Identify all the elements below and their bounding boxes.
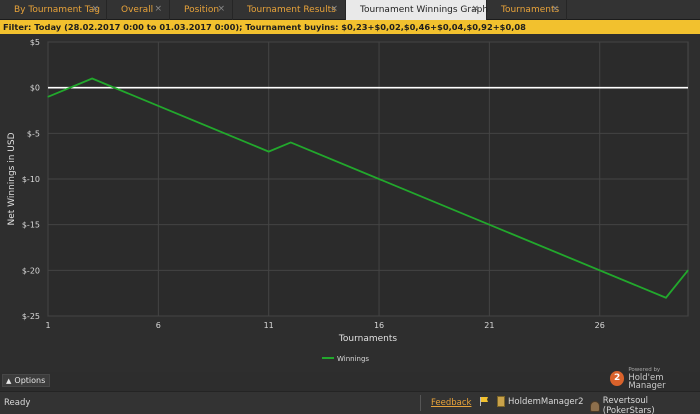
close-icon[interactable]: × [154,4,162,14]
tab-label: Tournament Results [247,5,336,15]
data-point [665,297,667,299]
database-icon [497,396,505,407]
tab-label: Tournament Winnings Graph [360,5,489,15]
close-icon[interactable]: × [91,4,99,14]
x-tick-label: 21 [484,321,494,330]
tab-label: By Tournament Tag [14,5,100,15]
player-avatar-icon [590,400,600,412]
x-axis-label: Tournaments [338,334,397,344]
data-point [91,77,93,80]
close-icon[interactable]: × [217,4,225,14]
hm2-logo-icon: 2 [610,370,625,386]
close-icon[interactable]: × [471,4,479,14]
y-tick-label: $0 [30,84,40,93]
chart-panel: $5 $0 $-5 $-10 $-15 $-20 $-25 1 6 11 16 21 26 Tournam… [0,34,700,372]
close-icon[interactable]: × [551,4,559,14]
x-tick-label: 26 [595,321,605,330]
data-point [290,141,292,144]
filter-bar[interactable]: Filter: Today (28.02.2017 0:00 to 01.03.… [0,20,700,34]
tab-label: Tournaments [501,5,560,15]
legend-label: Winnings [337,355,369,363]
close-icon[interactable]: × [330,4,338,14]
series-line-winnings [47,77,689,299]
tab-tournament-winnings-graph[interactable]: Tournament Winnings Graph × [346,0,489,20]
tab-tournament-results[interactable]: Tournament Results × [233,0,346,20]
tab-label: Overall [121,5,154,15]
powered-text: Powered by Hold'em Manager [628,366,700,390]
powered-brand-text: Hold'em Manager [628,373,666,391]
options-label: Options [14,376,46,385]
y-tick-label: $-25 [22,312,40,321]
data-point [687,269,689,271]
player-name-text: Revertsoul (PokerStars) [602,396,655,414]
options-button[interactable]: ▲ Options [2,374,50,387]
powered-small-text: Powered by [628,367,661,373]
y-tick-label: $5 [30,38,40,47]
tab-label: Position [184,5,220,15]
tab-position[interactable]: Position × [170,0,233,20]
x-tick-label: 16 [374,321,384,330]
x-tick-label: 6 [156,321,161,330]
y-tick-label: $-20 [22,266,40,275]
y-tick-label: $-15 [22,221,40,230]
app-name-text: HoldemManager2 [508,396,584,407]
feedback-link[interactable]: Feedback [431,398,472,408]
x-tick-label: 11 [264,321,274,330]
flag-icon[interactable] [479,396,489,406]
y-axis-label: Net Winnings in USD [7,132,17,225]
data-point [268,151,270,153]
status-ready-text: Ready [4,398,31,408]
report-tab-strip: By Tournament Tag × Overall × Position ×… [0,0,700,20]
status-bar: Ready Feedback HoldemManager2 Revertsoul… [0,391,700,414]
tab-by-tournament-tag[interactable]: By Tournament Tag × [0,0,107,20]
hm2-app-status[interactable]: HoldemManager2 [497,396,584,407]
y-tick-label: $-5 [27,129,40,138]
data-point [47,96,49,98]
x-tick-label: 1 [45,321,50,330]
powered-by-logo: 2 Powered by Hold'em Manager [610,366,700,390]
y-tick-label: $-10 [22,175,40,184]
status-divider [420,395,421,411]
active-player-status[interactable]: Revertsoul (PokerStars) [590,396,700,414]
tab-overall[interactable]: Overall × [107,0,170,20]
chevron-up-icon: ▲ [6,377,12,385]
tab-tournaments[interactable]: Tournaments × [487,0,567,20]
winnings-line-chart: $5$0$-5$-10$-15$-20$-251 6 11 16 21 26Tournam… [7,38,689,363]
